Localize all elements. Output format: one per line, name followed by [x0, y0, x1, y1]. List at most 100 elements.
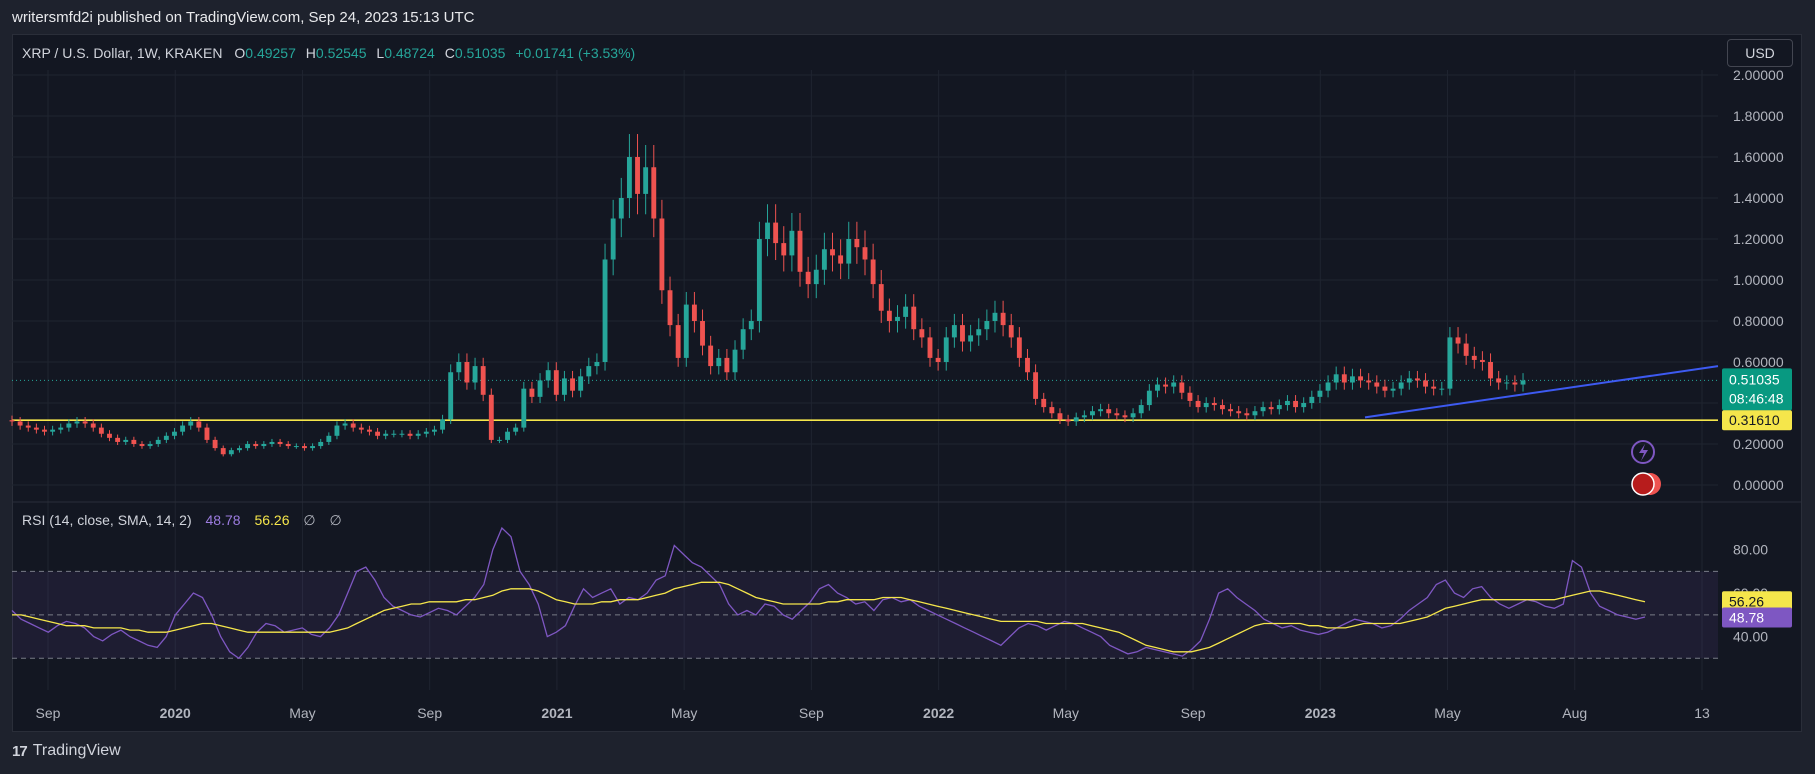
rsi-title: RSI (14, close, SMA, 14, 2) — [22, 512, 192, 528]
candle-body — [456, 362, 462, 373]
candle-body — [1301, 403, 1307, 408]
symbol-title: XRP / U.S. Dollar, 1W, KRAKEN — [22, 45, 223, 61]
candle-body — [1122, 415, 1128, 418]
chart-frame[interactable] — [12, 34, 1802, 732]
candle-body — [212, 439, 218, 449]
candle-body — [107, 433, 112, 438]
support-price-marker-box — [1722, 410, 1792, 431]
candle-body — [1276, 405, 1282, 410]
candle-body — [82, 421, 88, 424]
candle-body — [618, 198, 624, 219]
candle-body — [911, 306, 917, 330]
rsi-bands — [12, 570, 1718, 659]
time-tick-label: Sep — [1181, 705, 1206, 721]
candle-body — [391, 433, 397, 435]
candle-body — [66, 423, 72, 428]
candle-body — [708, 345, 714, 367]
time-axis: Sep 2020 May Sep 2021 May Sep 2022 May Sep 2023 May… — [36, 705, 1710, 721]
close-label: C — [444, 45, 455, 61]
candle-body — [903, 306, 909, 317]
candle-body — [1479, 359, 1485, 362]
candle-body — [488, 394, 494, 440]
candle-body — [732, 349, 738, 373]
candle-body — [1187, 392, 1193, 401]
last-price-label: 0.51035 — [1729, 371, 1780, 387]
close-value: 0.51035 — [454, 45, 506, 61]
candle-body — [277, 441, 283, 444]
candle-body — [9, 420, 15, 422]
trendline-line — [1364, 365, 1719, 419]
time-tick-label: Aug — [1562, 705, 1587, 721]
rsi-sma-value: 56.26 — [254, 512, 290, 528]
lightning-icon — [1631, 440, 1655, 464]
candle-body — [50, 429, 56, 432]
candle-body — [765, 222, 770, 239]
candle-body — [237, 448, 242, 451]
candle-body — [310, 446, 316, 449]
candle-body — [675, 325, 681, 358]
candle-body — [1293, 400, 1298, 408]
candle-body — [805, 271, 811, 285]
published-caption: writersmfd2i published on TradingView.co… — [12, 9, 475, 26]
time-tick-label: May — [289, 705, 315, 721]
rsi-legend[interactable]: RSI (14, close, SMA, 14, 2) 48.78 56.26 … — [22, 512, 352, 529]
candle-body — [448, 372, 454, 420]
candle-body — [1431, 386, 1437, 389]
price-tick-label: 0.60000 — [1733, 354, 1784, 370]
trendline — [1364, 365, 1719, 419]
candle-body — [968, 335, 974, 342]
candle-body — [358, 427, 364, 430]
candle-body — [1138, 405, 1144, 414]
flag-icon — [1631, 472, 1655, 496]
rsi-band-fill — [12, 571, 1718, 659]
candle-body — [943, 337, 949, 362]
candle-body — [318, 441, 324, 447]
open-value: 0.49257 — [245, 45, 296, 61]
candle-body — [33, 427, 39, 430]
candle-body — [1447, 337, 1453, 389]
candle-body — [496, 439, 502, 441]
candle-body — [25, 425, 31, 428]
candle-body — [691, 304, 697, 321]
candle-body — [561, 378, 567, 395]
candle-body — [253, 444, 259, 447]
candle-body — [432, 429, 437, 432]
rsi-marker: 48.78 — [1722, 607, 1792, 628]
candle-body — [1260, 407, 1266, 412]
candle-body — [1025, 357, 1030, 373]
candle-body — [870, 259, 876, 285]
candle-body — [1008, 325, 1014, 338]
price-tick-label: 2.00000 — [1733, 67, 1784, 83]
candle-body — [1488, 362, 1493, 379]
candle-body — [480, 366, 486, 395]
candle-body — [220, 448, 226, 455]
candle-body — [139, 444, 145, 447]
candle-body — [1455, 337, 1461, 344]
candle-body — [74, 421, 80, 424]
candle-body — [789, 230, 795, 256]
candle-body — [651, 167, 657, 219]
candle-body — [1439, 388, 1445, 390]
symbol-legend[interactable]: XRP / U.S. Dollar, 1W, KRAKEN O0.49257 H… — [22, 45, 641, 61]
candle-body — [302, 446, 307, 449]
time-tick-label: 2020 — [160, 705, 191, 721]
candle-body — [586, 366, 592, 377]
lightning-bolt-icon — [1639, 444, 1648, 461]
time-tick-label: Sep — [799, 705, 824, 721]
candle-body — [951, 325, 957, 338]
candle-body — [1049, 407, 1055, 414]
low-value: 0.48724 — [384, 45, 435, 61]
candle-body — [1349, 376, 1355, 383]
currency-button[interactable]: USD — [1727, 39, 1793, 67]
candle-body — [659, 218, 665, 291]
candle-body — [1333, 374, 1339, 383]
candle-body — [1041, 398, 1047, 408]
footer[interactable]: 17 TradingView — [12, 742, 121, 760]
candle-body — [886, 310, 892, 321]
candle-body — [821, 249, 827, 270]
candle-body — [245, 444, 251, 449]
candle-body — [1203, 403, 1209, 408]
candle-body — [1471, 355, 1477, 360]
